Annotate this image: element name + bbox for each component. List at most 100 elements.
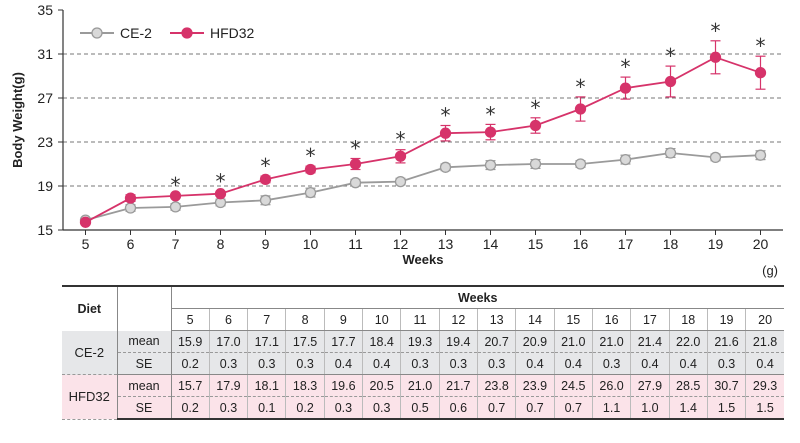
series-line-HFD32 (85, 56, 761, 224)
week-header: 17 (630, 308, 670, 331)
se-value: 0.4 (554, 352, 593, 375)
mean-value: 18.1 (247, 374, 287, 397)
data-point-CE-2 (664, 147, 677, 159)
significance-marker: * (531, 96, 541, 120)
se-value: 0.4 (669, 352, 708, 375)
x-tick-label: 12 (393, 236, 409, 252)
data-point-CE-2 (349, 177, 362, 189)
se-value: 0.4 (324, 352, 364, 375)
x-tick-label: 6 (127, 236, 135, 252)
y-tick-label: 19 (37, 178, 53, 194)
data-point-HFD32 (349, 158, 362, 170)
se-value: 0.2 (285, 396, 325, 420)
y-tick-label: 23 (37, 134, 53, 150)
week-header: 9 (324, 308, 364, 331)
mean-value: 27.9 (630, 374, 670, 397)
significance-marker: * (486, 102, 496, 126)
se-value: 0.1 (247, 396, 287, 420)
week-header: 8 (285, 308, 325, 331)
x-tick-label: 17 (618, 236, 634, 252)
week-header: 20 (745, 308, 784, 331)
data-point-HFD32 (619, 82, 632, 94)
data-point-CE-2 (439, 161, 452, 173)
body-weight-chart: 15 19 23 27 31 35 5 6 7 8 9 10 11 12 13 14 15 16 17 18 19 20 W… (10, 2, 783, 267)
x-axis-title: Weeks (403, 252, 444, 267)
mean-value: 18.4 (362, 330, 402, 353)
se-value: 0.3 (362, 396, 402, 420)
se-value: 0.2 (171, 352, 210, 375)
mean-value: 17.7 (324, 330, 364, 353)
data-point-CE-2 (574, 158, 587, 170)
mean-value: 22.0 (669, 330, 708, 353)
se-label: SE (117, 396, 172, 420)
data-point-CE-2 (304, 186, 317, 199)
significance-marker: * (576, 75, 586, 99)
x-tick-label: 8 (217, 236, 225, 252)
week-header: 12 (439, 308, 479, 331)
data-point-CE-2 (529, 158, 542, 170)
x-tick-label: 13 (438, 236, 454, 252)
significance-marker: * (711, 19, 721, 43)
x-tick-label: 20 (753, 236, 769, 252)
mean-value: 21.0 (554, 330, 593, 353)
week-header: 18 (669, 308, 708, 331)
se-value: 0.3 (400, 352, 440, 375)
data-point-CE-2 (709, 151, 722, 164)
mean-value: 17.1 (247, 330, 287, 353)
data-point-HFD32 (484, 126, 497, 138)
se-value: 0.7 (554, 396, 593, 420)
se-value: 0.3 (285, 352, 325, 375)
week-header: 10 (362, 308, 402, 331)
data-point-HFD32 (259, 173, 272, 186)
se-value: 0.4 (362, 352, 402, 375)
significance-marker: * (396, 128, 406, 152)
x-tick-label: 15 (528, 236, 544, 252)
se-value: 0.7 (477, 396, 517, 420)
x-tick-label: 5 (82, 236, 90, 252)
legend-marker-HFD32 (181, 27, 193, 39)
se-value: 1.5 (745, 396, 784, 420)
weeks-header: Weeks (171, 285, 784, 309)
se-value: 0.3 (707, 352, 747, 375)
data-table: Diet Weeks 5 6 7 8 9 10 11 12 13 14 15 16 17 18 19 20 CE-2… (62, 285, 784, 420)
significance-marker: * (621, 55, 631, 79)
mean-value: 19.6 (324, 374, 364, 397)
y-tick-label: 15 (37, 222, 53, 238)
mean-value: 15.7 (171, 374, 210, 397)
data-point-HFD32 (574, 103, 587, 115)
week-header: 13 (477, 308, 517, 331)
y-tick-label: 27 (37, 90, 53, 106)
se-value: 0.3 (477, 352, 517, 375)
mean-value: 24.5 (554, 374, 593, 397)
mean-value: 21.4 (630, 330, 670, 353)
se-value: 0.3 (209, 352, 249, 375)
x-tick-label: 18 (663, 236, 679, 252)
data-point-HFD32 (709, 51, 722, 63)
mean-value: 28.5 (669, 374, 708, 397)
se-value: 0.3 (324, 396, 364, 420)
week-header: 7 (247, 308, 287, 331)
se-value: 1.0 (630, 396, 670, 420)
mean-value: 20.5 (362, 374, 402, 397)
x-tick-label: 11 (348, 236, 363, 252)
se-value: 0.4 (630, 352, 670, 375)
mean-label: mean (117, 374, 172, 397)
mean-value: 21.0 (400, 374, 440, 397)
mean-value: 18.3 (285, 374, 325, 397)
se-value: 0.3 (439, 352, 479, 375)
x-tick-label: 19 (708, 236, 724, 252)
significance-marker: * (306, 144, 316, 168)
mean-value: 20.9 (515, 330, 555, 353)
data-point-CE-2 (619, 153, 632, 166)
se-value: 0.3 (209, 396, 249, 420)
se-value: 0.7 (515, 396, 555, 420)
week-header: 14 (515, 308, 555, 331)
week-header: 6 (209, 308, 249, 331)
diet-name: CE-2 (62, 330, 118, 375)
se-value: 0.3 (592, 352, 632, 375)
mean-value: 20.7 (477, 330, 517, 353)
se-value: 1.4 (669, 396, 708, 420)
week-header: 15 (554, 308, 593, 331)
data-point-HFD32 (394, 150, 407, 162)
x-tick-label: 10 (303, 236, 319, 252)
